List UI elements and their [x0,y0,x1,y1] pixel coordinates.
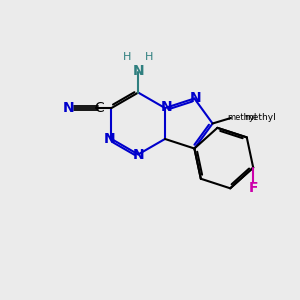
Text: N: N [132,64,144,78]
Text: H: H [145,52,154,62]
Text: F: F [248,181,258,195]
Text: methyl: methyl [227,113,257,122]
Text: C: C [94,101,104,115]
Text: N: N [190,91,202,105]
Text: N: N [132,148,144,162]
Text: H: H [123,52,131,62]
Text: methyl: methyl [244,113,276,122]
Text: N: N [104,132,116,146]
Text: N: N [161,100,172,115]
Text: N: N [63,101,74,115]
